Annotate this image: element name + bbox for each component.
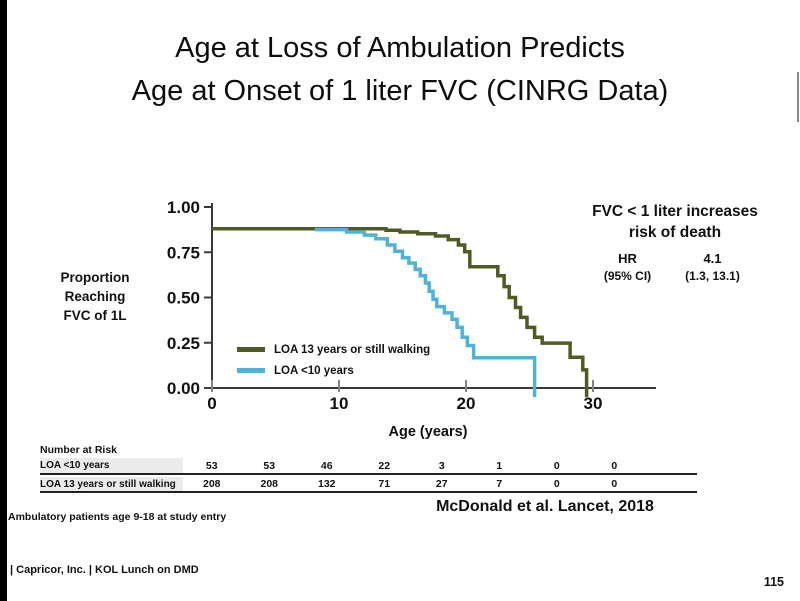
risk-value-cell: 53 (263, 459, 276, 472)
risk-value-cell: 0 (553, 478, 560, 490)
legend-item: LOA 13 years or still walking (237, 339, 430, 360)
risk-row-values: 53 53 46 22 3 1 0 0 (183, 458, 643, 473)
risk-table-title: Number at Risk (40, 444, 118, 456)
ci-label: (95% CI) (603, 269, 652, 283)
km-curve (314, 227, 537, 398)
risk-row-label: LOA 13 years or still walking (40, 477, 183, 491)
chart-legend: LOA 13 years or still walking LOA <10 yea… (237, 339, 430, 381)
risk-value-cell: 208 (202, 478, 221, 490)
slide-footer: | Capricor, Inc. | KOL Lunch on DMD (10, 564, 199, 576)
y-tick-label: 0.50 (167, 289, 200, 308)
annotation-labels: HR (95% CI) (570, 249, 685, 285)
risk-value-cell: 132 (317, 478, 336, 490)
risk-table-row: LOA 13 years or still walking 208 208 132 7… (40, 477, 697, 493)
scrollbar-thumb[interactable] (797, 72, 799, 122)
hr-value: 4.1 (703, 251, 722, 266)
risk-value-cell: 0 (611, 478, 618, 490)
risk-value-cell: 0 (611, 459, 618, 472)
annotation-values: 4.1 (1.3, 13.1) (650, 249, 775, 285)
legend-item: LOA <10 years (237, 360, 430, 381)
ci-value: (1.3, 13.1) (685, 269, 740, 283)
risk-table-row: LOA <10 years 53 53 46 22 3 1 0 0 (40, 458, 697, 475)
legend-swatch (237, 368, 265, 373)
x-tick-label: 20 (457, 394, 476, 413)
risk-row-values: 208 208 132 71 27 7 0 0 (183, 477, 643, 491)
risk-value-cell: 208 (260, 478, 279, 490)
y-tick-label: 0.00 (167, 379, 200, 398)
risk-value-cell: 46 (320, 459, 333, 472)
risk-value-cell: 71 (378, 478, 391, 490)
risk-value-cell: 27 (435, 478, 448, 490)
legend-swatch (237, 347, 265, 352)
x-tick-label: 10 (330, 394, 349, 413)
risk-row-label: LOA <10 years (40, 458, 183, 473)
x-axis-title: Age (years) (388, 424, 468, 440)
letterbox-bar (0, 0, 7, 601)
legend-label: LOA <10 years (274, 364, 354, 377)
risk-value-cell: 7 (496, 478, 503, 490)
km-curve (212, 226, 589, 398)
legend-label: LOA 13 years or still walking (274, 343, 431, 356)
page-number: 115 (763, 575, 784, 589)
annotation-heading: FVC < 1 liter increases risk of death (592, 203, 758, 241)
risk-value-cell: 0 (553, 459, 560, 472)
citation: McDonald et al. Lancet, 2018 (436, 498, 654, 515)
risk-value-cell: 53 (205, 459, 218, 472)
study-entry-note: Ambulatory patients age 9-18 at study en… (8, 511, 227, 523)
slide-title: Age at Loss of Ambulation Predicts Age a… (131, 32, 669, 107)
risk-value-cell: 3 (438, 459, 445, 472)
hr-label: HR (618, 251, 637, 266)
x-tick-label: 30 (584, 394, 603, 413)
x-tick-label: 0 (207, 394, 216, 413)
y-tick-label: 1.00 (167, 198, 200, 217)
y-tick-label: 0.25 (167, 334, 200, 353)
y-tick-label: 0.75 (167, 243, 200, 262)
risk-value-cell: 1 (496, 459, 503, 472)
risk-value-cell: 22 (378, 459, 391, 472)
y-axis-title: Proportion Reaching FVC of 1L (60, 270, 130, 323)
